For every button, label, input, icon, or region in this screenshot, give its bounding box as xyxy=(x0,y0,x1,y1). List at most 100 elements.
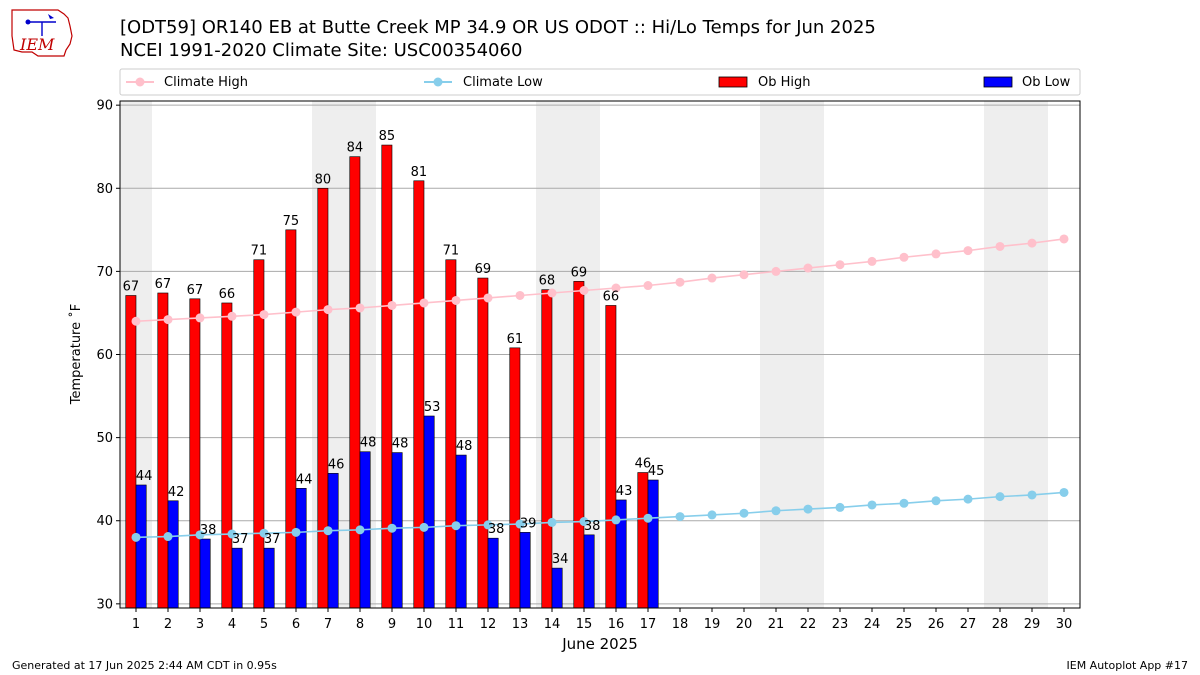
ob-high-bar-day-10 xyxy=(413,180,425,609)
ob-low-label-day-3: 38 xyxy=(200,523,217,538)
climate-high-point-day-30 xyxy=(1059,234,1069,244)
ob-low-label-day-16: 43 xyxy=(616,484,633,499)
x-tick-label-14: 14 xyxy=(544,617,561,632)
x-tick-label-18: 18 xyxy=(672,617,689,632)
ob-high-bar-day-1 xyxy=(125,295,137,609)
ob-low-bar-day-14 xyxy=(551,567,563,609)
ob-high-bar-day-2 xyxy=(157,292,169,609)
climate-low-point-day-2 xyxy=(163,532,173,542)
x-tick-label-24: 24 xyxy=(864,617,881,632)
climate-high-point-day-23 xyxy=(835,260,845,270)
ob-high-label-day-9: 85 xyxy=(379,129,396,144)
x-axis-label: June 2025 xyxy=(561,635,638,653)
ob-low-label-day-17: 45 xyxy=(648,464,665,479)
x-tick-label-29: 29 xyxy=(1024,617,1041,632)
ob-high-label-day-13: 61 xyxy=(507,332,524,347)
climate-high-point-day-18 xyxy=(675,277,685,287)
climate-low-point-day-26 xyxy=(931,496,941,506)
ob-low-label-day-6: 44 xyxy=(296,472,313,487)
climate-low-point-day-9 xyxy=(387,523,397,533)
ob-high-label-day-10: 81 xyxy=(411,165,428,180)
ob-high-label-day-8: 84 xyxy=(347,141,364,156)
ob-low-bar-day-10 xyxy=(423,415,435,609)
x-tick-label-30: 30 xyxy=(1056,617,1073,632)
climate-low-point-day-16 xyxy=(611,515,621,525)
climate-high-point-day-17 xyxy=(643,281,653,291)
x-tick-label-15: 15 xyxy=(576,617,593,632)
climate-low-point-day-3 xyxy=(195,530,205,540)
climate-high-point-day-3 xyxy=(195,313,205,323)
legend-ob-high-swatch xyxy=(718,76,748,88)
climate-low-point-day-13 xyxy=(515,519,525,529)
ob-low-label-day-1: 44 xyxy=(136,469,153,484)
y-tick-label-50: 50 xyxy=(96,431,113,446)
climate-low-point-day-19 xyxy=(707,510,717,520)
ob-high-bar-day-12 xyxy=(477,277,489,609)
climate-high-point-day-5 xyxy=(259,310,269,320)
x-tick-label-1: 1 xyxy=(132,617,140,632)
ob-high-bar-day-13 xyxy=(509,347,521,609)
climate-low-point-day-4 xyxy=(227,529,237,539)
ob-high-bar-day-9 xyxy=(381,144,393,609)
ob-low-bar-day-15 xyxy=(583,534,595,609)
climate-low-point-day-25 xyxy=(899,498,909,508)
climate-low-point-day-28 xyxy=(995,492,1005,502)
ob-low-label-day-9: 48 xyxy=(392,437,409,452)
ob-high-bar-day-16 xyxy=(605,305,617,609)
ob-high-label-day-16: 66 xyxy=(603,289,620,304)
climate-high-point-day-10 xyxy=(419,298,429,308)
ob-low-label-day-2: 42 xyxy=(168,485,185,500)
climate-low-point-day-5 xyxy=(259,528,269,538)
ob-high-bar-day-4 xyxy=(221,302,233,609)
footer-app: IEM Autoplot App #17 xyxy=(1066,659,1189,672)
ob-low-label-day-5: 37 xyxy=(264,532,281,547)
ob-high-label-day-15: 69 xyxy=(571,265,588,280)
climate-low-point-day-6 xyxy=(291,527,301,537)
logo-text: IEM xyxy=(19,35,55,54)
x-tick-label-19: 19 xyxy=(704,617,721,632)
climate-low-point-day-1 xyxy=(131,532,141,542)
climate-low-point-day-20 xyxy=(739,508,749,518)
y-tick-label-60: 60 xyxy=(96,348,113,363)
ob-low-bar-day-6 xyxy=(295,488,307,609)
climate-high-point-day-13 xyxy=(515,290,525,300)
climate-low-point-day-8 xyxy=(355,525,365,535)
ob-high-bar-day-15 xyxy=(573,281,585,609)
x-tick-label-7: 7 xyxy=(324,617,332,632)
climate-low-point-day-21 xyxy=(771,506,781,516)
ob-low-label-day-11: 48 xyxy=(456,439,473,454)
x-tick-label-25: 25 xyxy=(896,617,913,632)
climate-low-point-day-11 xyxy=(451,521,461,531)
y-tick-label-30: 30 xyxy=(96,597,113,612)
climate-lines xyxy=(131,234,1069,542)
x-tick-label-16: 16 xyxy=(608,617,625,632)
ob-high-bar-day-17 xyxy=(637,472,649,609)
y-tick-label-80: 80 xyxy=(96,182,113,197)
ob-low-bar-day-3 xyxy=(199,538,211,609)
ob-high-label-day-1: 67 xyxy=(123,279,140,294)
climate-low-point-day-7 xyxy=(323,526,333,536)
climate-high-point-day-8 xyxy=(355,303,365,313)
x-tick-label-2: 2 xyxy=(164,617,172,632)
ob-high-bar-day-14 xyxy=(541,289,553,609)
x-tick-label-11: 11 xyxy=(448,617,465,632)
x-tick-label-20: 20 xyxy=(736,617,753,632)
climate-low-point-day-12 xyxy=(483,520,493,530)
ob-high-label-day-14: 68 xyxy=(539,274,556,289)
ob-low-bar-day-12 xyxy=(487,537,499,609)
climate-low-point-day-22 xyxy=(803,504,813,514)
ob-high-label-day-4: 66 xyxy=(219,287,236,302)
climate-high-point-day-1 xyxy=(131,316,141,326)
climate-high-point-day-22 xyxy=(803,263,813,273)
legend-ob-low: Ob Low xyxy=(1022,75,1071,90)
chart-subtitle: NCEI 1991-2020 Climate Site: USC00354060 xyxy=(120,40,523,61)
ob-high-label-day-6: 75 xyxy=(283,214,300,229)
legend-climate-low-marker xyxy=(433,77,443,87)
legend-ob-high: Ob High xyxy=(758,75,811,90)
ob-low-label-day-10: 53 xyxy=(424,400,441,415)
climate-low-point-day-23 xyxy=(835,502,845,512)
ob-high-label-day-17: 46 xyxy=(635,457,652,472)
climate-low-point-day-27 xyxy=(963,494,973,504)
ob-low-label-day-12: 38 xyxy=(488,522,505,537)
